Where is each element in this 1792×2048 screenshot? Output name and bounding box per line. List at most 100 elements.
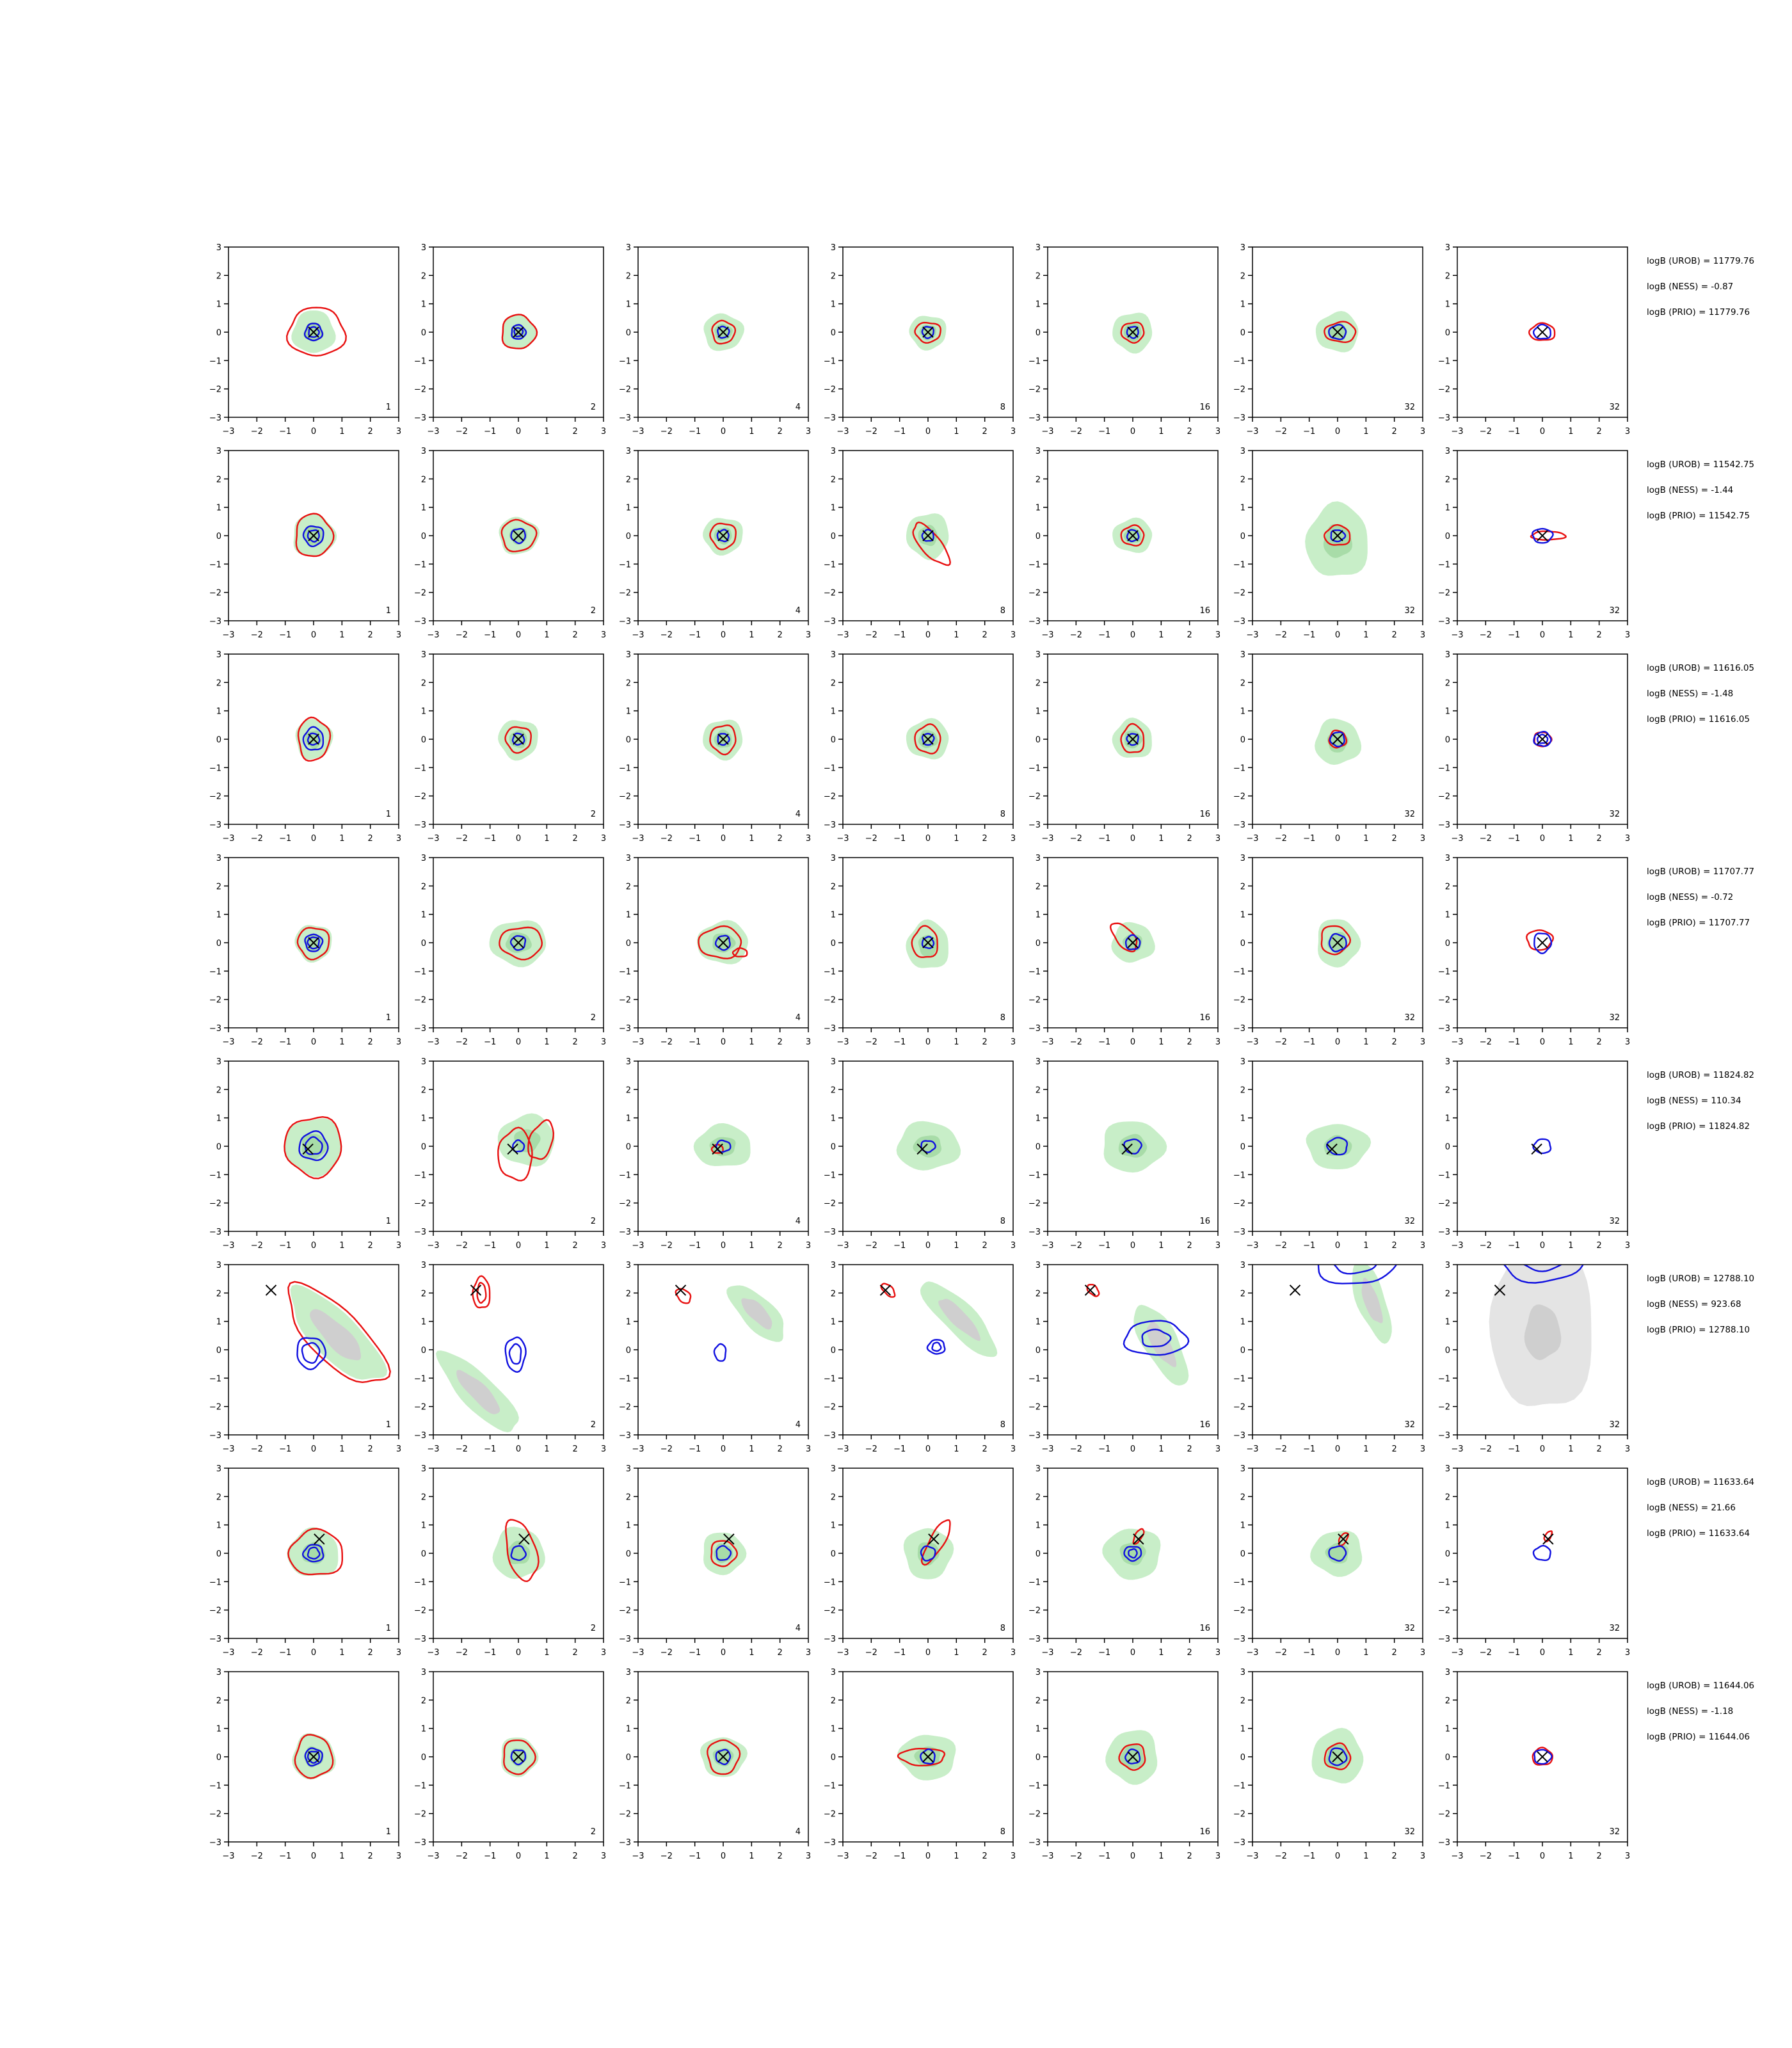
y-tick-label: 2 xyxy=(421,271,426,281)
true-value-marker xyxy=(513,326,524,338)
y-tick-label: 2 xyxy=(1240,271,1245,281)
y-tick-label: −2 xyxy=(1438,589,1450,598)
y-tick-label: 0 xyxy=(626,1549,631,1559)
grey-density-core xyxy=(1524,1304,1562,1361)
red-contour xyxy=(711,319,737,345)
plot-area xyxy=(703,719,743,761)
panel-r5-c1: −3−3 −2 −2 −1 −1 0 0 1 1 2 2 3 3 1 xyxy=(209,1057,401,1251)
y-tick-label: 1 xyxy=(1036,707,1041,717)
blue-contour xyxy=(1333,1265,1377,1275)
x-tick-label: −3 xyxy=(836,834,849,844)
panel-iteration-label: 8 xyxy=(1000,1420,1005,1430)
blue-contour xyxy=(1532,527,1554,544)
plot-area xyxy=(909,316,947,351)
x-tick-label: −3 xyxy=(1451,834,1463,844)
plot-area xyxy=(284,1116,342,1180)
true-value-marker xyxy=(717,530,729,541)
panel-iteration-label: 4 xyxy=(796,1217,801,1226)
y-tick-label: −1 xyxy=(1028,560,1041,570)
y-tick-label: 2 xyxy=(1445,1492,1450,1502)
x-tick-label: 2 xyxy=(368,1037,373,1047)
x-tick-label: 0 xyxy=(1130,1852,1135,1861)
red-contour xyxy=(1120,524,1145,547)
x-tick-label: 0 xyxy=(721,630,726,640)
plot-area xyxy=(1530,527,1567,544)
x-tick-label: 0 xyxy=(1540,834,1545,844)
y-tick-label: −2 xyxy=(414,996,426,1005)
logb-stat: logB (PRIO) = 11616.05 xyxy=(1647,714,1750,724)
x-tick-label: 3 xyxy=(601,1241,606,1251)
x-tick-label: 0 xyxy=(516,630,521,640)
blue-contour xyxy=(1126,529,1140,543)
y-tick-label: −1 xyxy=(1438,1578,1450,1587)
x-tick-label: −3 xyxy=(427,1852,439,1861)
y-tick-label: 3 xyxy=(1240,854,1245,863)
plot-area xyxy=(1102,1528,1161,1580)
blue-contour xyxy=(931,1341,942,1352)
x-tick-label: −2 xyxy=(865,1444,877,1454)
y-tick-label: 3 xyxy=(216,447,221,456)
y-tick-label: −3 xyxy=(1028,413,1041,423)
x-tick-label: 3 xyxy=(806,834,811,844)
x-tick-label: −1 xyxy=(1303,834,1315,844)
panel-iteration-label: 2 xyxy=(591,403,596,412)
y-tick-label: 0 xyxy=(216,1142,221,1152)
panel-iteration-label: 1 xyxy=(386,403,391,412)
y-tick-label: 2 xyxy=(626,1492,631,1502)
plot-area xyxy=(675,1284,784,1362)
x-tick-label: −2 xyxy=(456,630,468,640)
y-tick-label: 2 xyxy=(216,678,221,688)
y-tick-label: 0 xyxy=(216,1346,221,1356)
true-value-marker xyxy=(1537,1751,1548,1763)
blue-contour xyxy=(1533,1748,1553,1765)
logb-stat: logB (NESS) = -1.44 xyxy=(1647,485,1733,495)
x-tick-label: 0 xyxy=(516,1852,521,1861)
blue-contour xyxy=(1328,1545,1347,1562)
x-tick-label: −3 xyxy=(1451,1241,1463,1251)
blue-contour xyxy=(304,1747,323,1767)
x-tick-label: 1 xyxy=(1568,630,1573,640)
x-tick-label: 2 xyxy=(368,427,373,436)
y-tick-label: 3 xyxy=(626,447,631,456)
x-tick-label: 3 xyxy=(1011,1241,1016,1251)
posterior-density-core xyxy=(456,1370,500,1414)
y-tick-label: 3 xyxy=(421,1057,426,1067)
true-value-marker xyxy=(712,1143,723,1155)
logb-stat: logB (NESS) = 110.34 xyxy=(1647,1096,1741,1106)
x-tick-label: 0 xyxy=(1540,1241,1545,1251)
panel-r8-c7: −3−3 −2 −2 −1 −1 0 0 1 1 2 2 3 3 32 xyxy=(1438,1668,1630,1861)
x-tick-label: −2 xyxy=(456,427,468,436)
x-tick-label: 1 xyxy=(749,1852,754,1861)
x-tick-label: −1 xyxy=(689,834,701,844)
y-tick-label: 3 xyxy=(1036,650,1041,660)
red-contour xyxy=(1526,929,1555,951)
y-tick-label: 0 xyxy=(831,735,836,745)
panel-r1-c6: −3−3 −2 −2 −1 −1 0 0 1 1 2 2 3 3 32 xyxy=(1233,243,1425,436)
panel-iteration-label: 8 xyxy=(1000,810,1005,819)
x-tick-label: 1 xyxy=(1158,1444,1164,1454)
panel-iteration-label: 2 xyxy=(591,1217,596,1226)
y-tick-label: 3 xyxy=(1240,1261,1245,1270)
y-tick-label: −1 xyxy=(209,967,221,977)
y-tick-label: −1 xyxy=(824,356,836,366)
true-value-marker xyxy=(922,530,934,541)
x-tick-label: 3 xyxy=(806,1444,811,1454)
y-tick-label: −1 xyxy=(619,1578,631,1587)
true-value-marker xyxy=(1127,733,1139,745)
x-tick-label: 3 xyxy=(1215,1241,1220,1251)
red-contour xyxy=(527,1119,555,1160)
true-value-marker xyxy=(302,1143,314,1155)
y-tick-label: −3 xyxy=(1233,1024,1245,1034)
y-tick-label: 3 xyxy=(626,1057,631,1067)
x-tick-label: −1 xyxy=(893,630,906,640)
y-tick-label: 3 xyxy=(626,854,631,863)
y-tick-label: 1 xyxy=(1240,1521,1245,1531)
panel-iteration-label: 32 xyxy=(1609,1827,1620,1837)
x-tick-label: −3 xyxy=(1246,1648,1258,1658)
x-tick-label: 3 xyxy=(1215,1037,1220,1047)
x-tick-label: −2 xyxy=(1480,834,1492,844)
x-tick-label: −2 xyxy=(1275,630,1287,640)
panel-iteration-label: 32 xyxy=(1609,1624,1620,1633)
x-tick-label: 3 xyxy=(806,1037,811,1047)
x-tick-label: 3 xyxy=(601,1037,606,1047)
